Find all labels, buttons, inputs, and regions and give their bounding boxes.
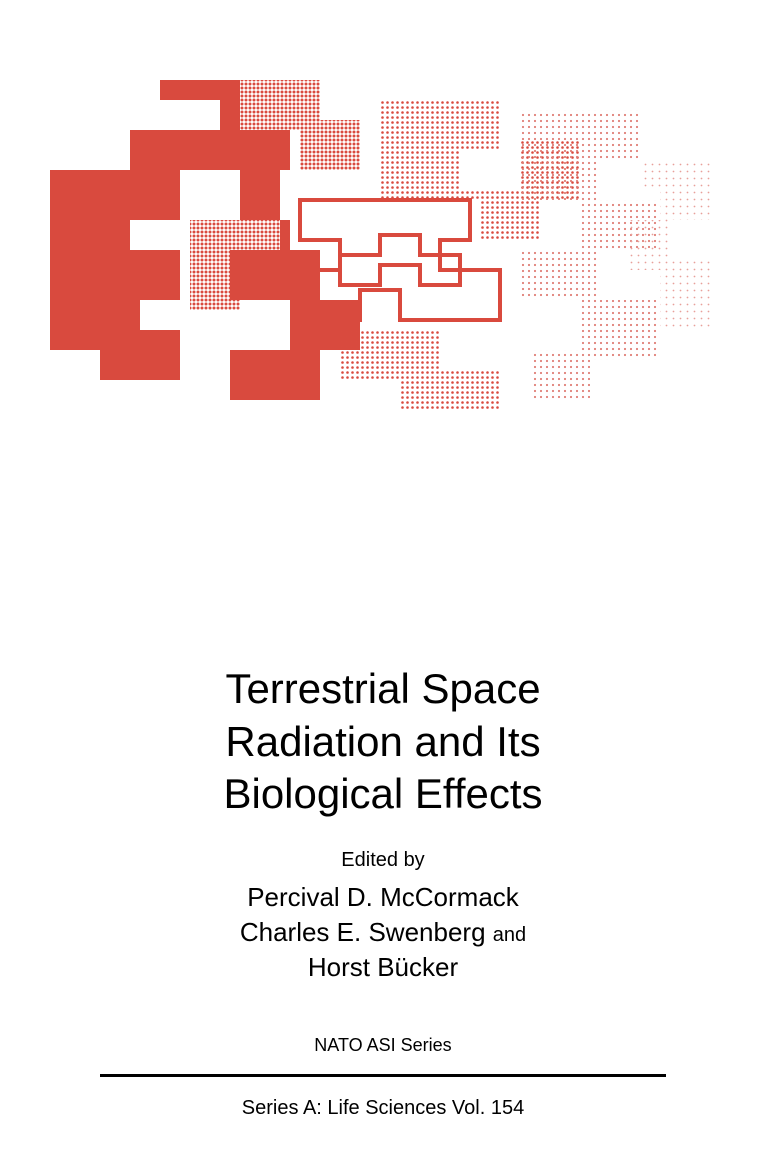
title-line-3: Biological Effects xyxy=(223,770,542,817)
puzzle-pattern-svg xyxy=(40,70,726,450)
editor-1: Percival D. McCormack xyxy=(247,882,519,912)
series-info: Series A: Life Sciences Vol. 154 xyxy=(100,1097,666,1120)
editors-list: Percival D. McCormack Charles E. Swenber… xyxy=(100,880,666,985)
edited-by-label: Edited by xyxy=(100,849,666,872)
book-cover: Terrestrial Space Radiation and Its Biol… xyxy=(0,0,766,1170)
title-line-2: Radiation and Its xyxy=(225,718,540,765)
divider-line xyxy=(100,1074,666,1077)
text-content: Terrestrial Space Radiation and Its Biol… xyxy=(40,450,726,1120)
series-name: NATO ASI Series xyxy=(100,1035,666,1056)
editor-3: Horst Bücker xyxy=(308,952,458,982)
puzzle-dots-bottom xyxy=(340,330,500,410)
editor-2: Charles E. Swenberg xyxy=(240,917,486,947)
and-label: and xyxy=(493,924,526,946)
book-title: Terrestrial Space Radiation and Its Biol… xyxy=(100,663,666,821)
title-line-1: Terrestrial Space xyxy=(225,665,540,712)
cover-graphic xyxy=(40,70,726,450)
